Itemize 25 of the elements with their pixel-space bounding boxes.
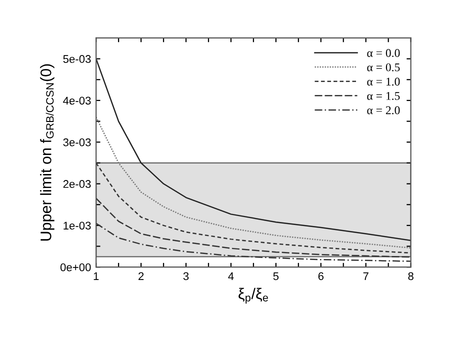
x-axis-title: ξ$_{p}$/ξ$_{e}$ (238, 288, 268, 304)
line-series (96, 58, 411, 242)
x-tick-label: 7 (363, 272, 368, 280)
x-tick-label: 5 (273, 272, 279, 280)
y-tick-label: 1e-03 (64, 222, 91, 230)
y-tick-label: 3e-03 (63, 138, 91, 146)
y-tick-label: 5e-03 (63, 55, 91, 63)
line-series (96, 222, 411, 262)
line-series (96, 116, 411, 249)
legend-label: α = 2.0 (367, 106, 400, 114)
x-tick-label: 2 (138, 272, 144, 280)
legend-label: α = 0.5 (367, 63, 400, 72)
x-tick-label: 3 (183, 272, 189, 280)
y-tick-label: 2e-03 (63, 180, 91, 188)
x-tick-label: 4 (228, 272, 234, 280)
legend-label: α = 0.0 (367, 49, 400, 58)
y-tick-label: 4e-03 (63, 96, 91, 105)
x-tick-label: 6 (318, 272, 324, 280)
x-tick-label: 8 (408, 272, 414, 280)
legend-label: α = 1.5 (367, 92, 400, 100)
y-tick-label: 0e+00 (60, 263, 91, 272)
legend-label: α = 1.0 (367, 78, 400, 86)
y-axis-title: Upper limit on f$_{GRB/CCSN}$(0) (40, 64, 54, 241)
line-series (96, 198, 411, 258)
x-tick-label: 1 (94, 272, 99, 280)
